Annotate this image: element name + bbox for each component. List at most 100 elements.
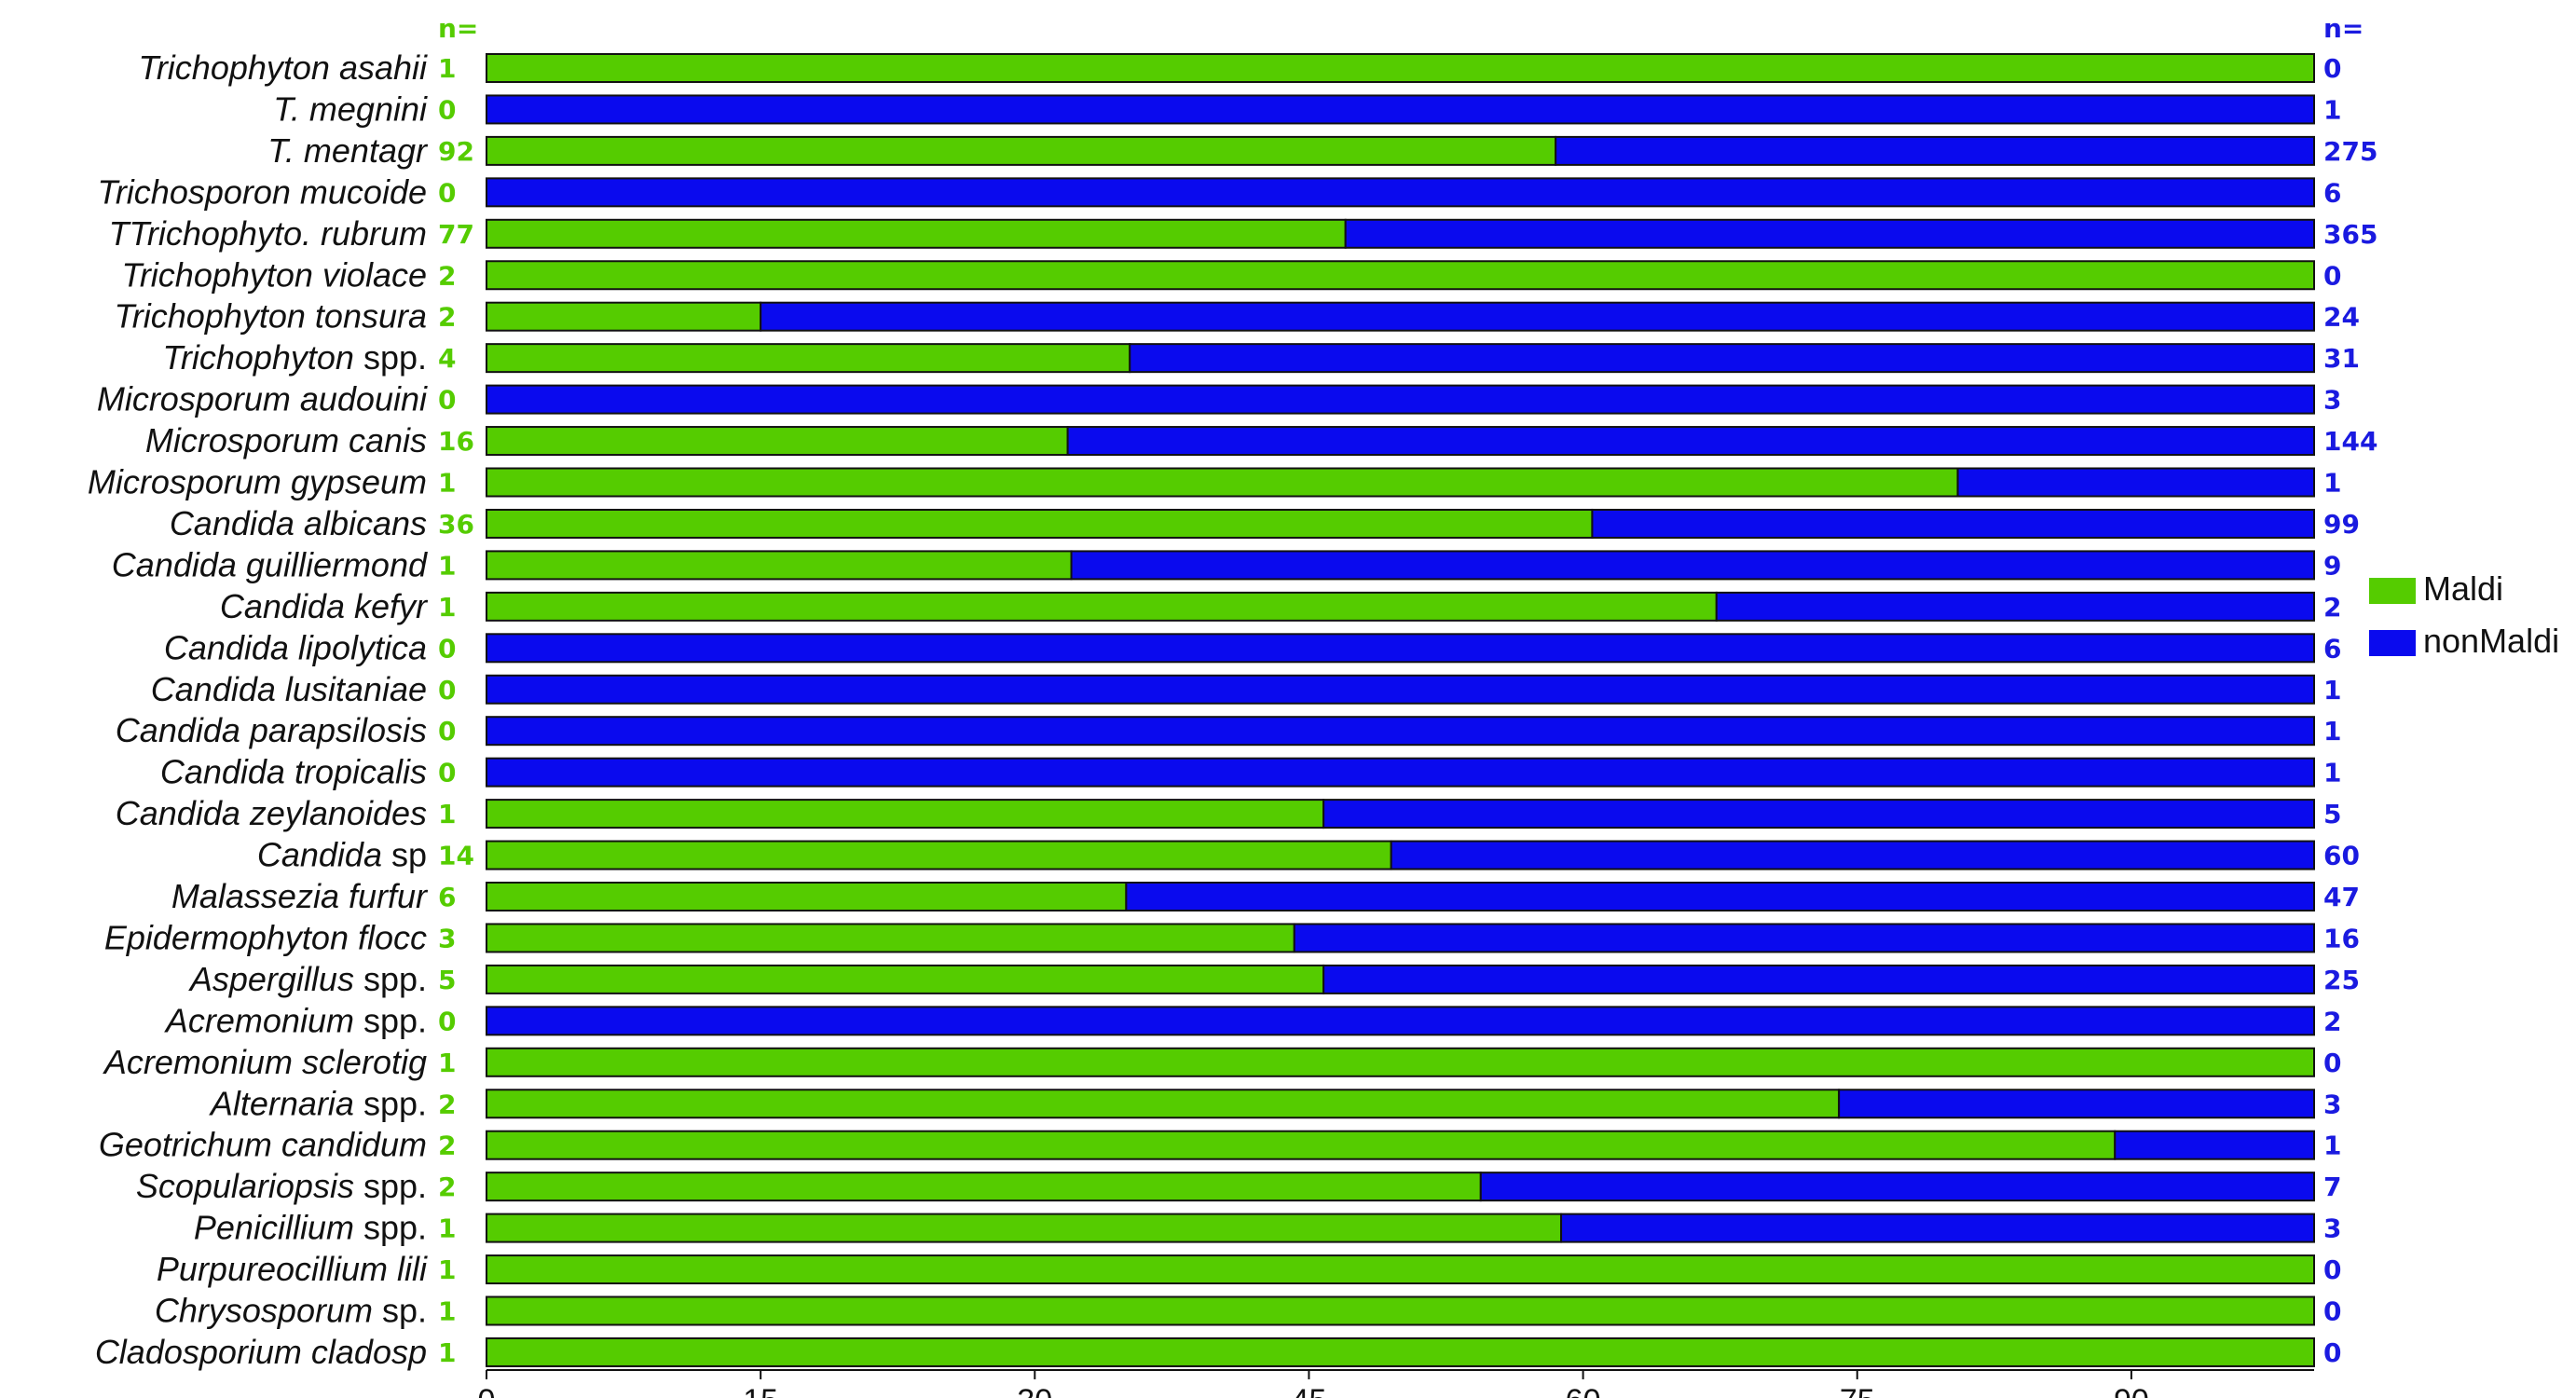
category-label: Candida parapsilosis	[116, 711, 427, 749]
bar-maldi	[486, 1047, 2315, 1077]
x-tick-label: 15	[743, 1383, 778, 1398]
bar-nonmaldi	[2114, 1130, 2315, 1160]
x-tick-label: 0	[478, 1383, 496, 1398]
nonmaldi-n-label: 31	[2323, 343, 2360, 374]
maldi-n-label: 2	[438, 1089, 456, 1119]
category-label-italic: T. megnini	[273, 89, 428, 128]
nonmaldi-n-label: 2	[2323, 1006, 2341, 1036]
bar-nonmaldi	[486, 757, 2315, 788]
bar-maldi	[486, 1295, 2315, 1326]
category-label: Candida tropicalis	[160, 753, 427, 791]
category-label: Candida lipolytica	[164, 628, 427, 666]
maldi-n-label: 1	[438, 1213, 456, 1244]
category-label: Cladosporium cladosp	[95, 1333, 427, 1371]
category-label-italic: Acremonium	[164, 1001, 354, 1039]
nonmaldi-n-label: 6	[2323, 633, 2341, 664]
nonmaldi-n-label: 0	[2323, 1254, 2341, 1285]
category-label-suffix: sp	[382, 836, 427, 874]
maldi-n-label: 1	[438, 1296, 456, 1327]
nonmaldi-n-label: 9	[2323, 550, 2341, 581]
bar-nonmaldi	[1293, 923, 2315, 953]
bar-maldi	[486, 591, 1718, 622]
bar-maldi	[486, 799, 1325, 829]
nonmaldi-n-label: 1	[2323, 675, 2341, 706]
category-label-italic: Trichophyton violace	[122, 255, 428, 294]
nonmaldi-n-label: 1	[2323, 468, 2341, 499]
category-label: Microsporum gypseum	[88, 463, 427, 501]
bar-maldi	[486, 301, 762, 332]
bar-maldi	[486, 53, 2315, 83]
category-label-suffix: spp.	[354, 1084, 427, 1122]
bar-maldi	[486, 1172, 1482, 1202]
nonmaldi-n-label: 5	[2323, 799, 2341, 829]
maldi-n-label: 1	[438, 592, 456, 623]
bar-nonmaldi	[1125, 882, 2315, 911]
bar-maldi	[486, 1336, 2315, 1367]
category-label-italic: Epidermophyton flocc	[104, 918, 427, 956]
x-tick-label: 75	[1840, 1383, 1875, 1398]
category-label-italic: Trichosporon mucoide	[98, 172, 428, 211]
nonmaldi-n-label: 3	[2323, 385, 2341, 416]
category-label: Candida zeylanoides	[116, 794, 427, 832]
nonmaldi-n-label: 0	[2323, 260, 2341, 291]
bar-nonmaldi	[1066, 426, 2315, 457]
bar-maldi	[486, 840, 1392, 870]
nonmaldi-n-label: 60	[2323, 841, 2360, 871]
category-label-suffix: sp.	[373, 1292, 427, 1330]
category-label: Candida albicans	[170, 504, 427, 542]
category-label-suffix: spp.	[354, 1209, 427, 1247]
bar-maldi	[486, 218, 1347, 249]
bar-nonmaldi	[486, 1006, 2315, 1036]
x-tick-label: 60	[1566, 1383, 1601, 1398]
category-label-italic: Cladosporium cladosp	[95, 1333, 427, 1371]
nonmaldi-n-label: 3	[2323, 1089, 2341, 1119]
maldi-n-label: 2	[438, 1131, 456, 1161]
category-label: Acremonium sclerotig	[103, 1043, 427, 1081]
category-label: Acremonium spp.	[164, 1001, 427, 1039]
maldi-n-label: 0	[438, 716, 456, 747]
maldi-n-label: 0	[438, 94, 456, 125]
category-label: Trichophyton tonsura	[114, 297, 427, 336]
category-label: T. mentagr	[267, 131, 429, 170]
category-label: Trichophyton violace	[122, 255, 428, 294]
maldi-n-label: 1	[438, 468, 456, 499]
nonmaldi-n-label: 0	[2323, 1337, 2341, 1368]
bar-nonmaldi	[486, 94, 2315, 125]
x-tick-label: 30	[1017, 1383, 1052, 1398]
category-label: Chrysosporum sp.	[155, 1292, 427, 1330]
bar-nonmaldi	[486, 674, 2315, 705]
bar-nonmaldi	[1322, 964, 2315, 994]
bar-nonmaldi	[1560, 1213, 2315, 1243]
bar-maldi	[486, 467, 1959, 498]
nonmaldi-n-label: 99	[2323, 509, 2360, 540]
category-label: T. megnini	[273, 89, 428, 128]
nonmaldi-n-label: 1	[2323, 716, 2341, 747]
bar-maldi	[486, 135, 1557, 166]
category-label-italic: Penicillium	[194, 1209, 354, 1247]
category-label: Penicillium spp.	[194, 1209, 427, 1247]
maldi-n-label: 5	[438, 965, 456, 995]
legend-label: Maldi	[2423, 569, 2503, 608]
x-tick-label: 45	[1292, 1383, 1327, 1398]
bar-maldi	[486, 426, 1069, 457]
bar-nonmaldi	[1555, 135, 2316, 166]
category-label-italic: Candida kefyr	[220, 587, 429, 625]
category-label: Scopulariopsis spp.	[136, 1167, 427, 1205]
bar-nonmaldi	[1070, 550, 2315, 581]
maldi-n-label: 0	[438, 385, 456, 416]
category-label: Candida guilliermond	[112, 545, 428, 583]
maldi-n-label: 0	[438, 758, 456, 788]
maldi-n-label: 1	[438, 53, 456, 84]
maldi-n-label: 4	[438, 343, 456, 374]
category-label-italic: T. mentagr	[267, 131, 429, 170]
bar-nonmaldi	[1322, 799, 2315, 829]
bar-nonmaldi	[486, 384, 2315, 415]
bar-maldi	[486, 1089, 1841, 1119]
category-label-italic: Candida	[257, 836, 382, 874]
category-label: Trichophyton spp.	[163, 338, 427, 377]
category-label-suffix: spp.	[354, 960, 427, 998]
category-label-italic: Candida tropicalis	[160, 753, 427, 791]
category-label-suffix: spp.	[354, 1001, 427, 1039]
maldi-n-label: 16	[438, 426, 474, 457]
category-label-suffix: spp.	[354, 1167, 427, 1205]
